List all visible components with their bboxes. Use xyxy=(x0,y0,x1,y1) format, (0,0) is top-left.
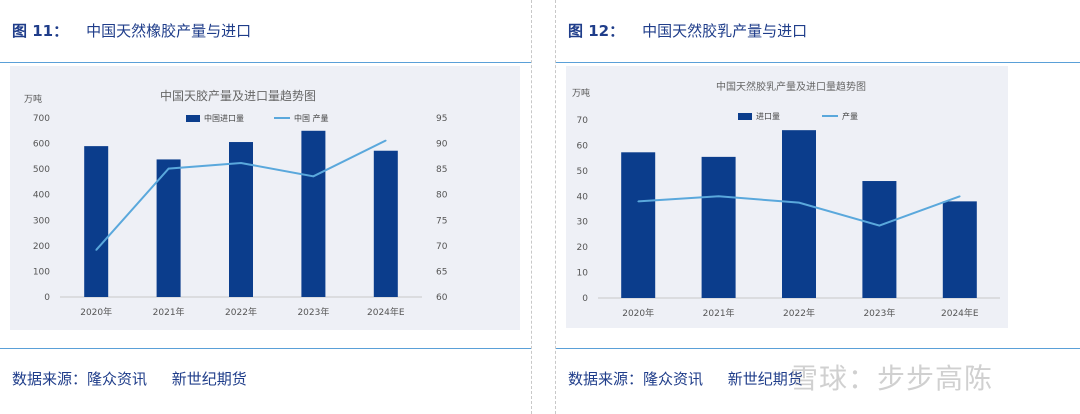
y-tick-label: 0 xyxy=(44,293,50,303)
x-tick-label: 2022年 xyxy=(783,307,815,319)
legend-label-line: 中国 产量 xyxy=(294,113,329,123)
y2-tick-label: 85 xyxy=(436,165,447,175)
x-tick-label: 2021年 xyxy=(153,306,185,318)
legend-label-line: 产量 xyxy=(842,111,858,121)
figure-number: 图 12： xyxy=(568,22,625,40)
source-divider xyxy=(0,348,531,349)
y-tick-label: 600 xyxy=(33,140,50,150)
y-tick-label: 10 xyxy=(577,269,589,279)
figure-title: 图 11： 中国天然橡胶产量与进口 xyxy=(12,20,251,41)
y-tick-label: 20 xyxy=(577,243,589,253)
source-note: 数据来源：隆众资讯 新世纪期货 xyxy=(568,368,807,389)
line-point xyxy=(798,201,800,204)
x-tick-label: 2023年 xyxy=(863,307,895,319)
legend-label-bar: 中国进口量 xyxy=(204,113,244,123)
y-tick-label: 300 xyxy=(33,216,50,226)
legend-label-bar: 进口量 xyxy=(756,112,780,121)
chart-area: 中国天然胶乳产量及进口量趋势图万吨进口量 产量 0 10 20 30 40 50 60 70 202… xyxy=(566,66,1008,328)
y-tick-label: 70 xyxy=(577,116,589,126)
bar xyxy=(373,150,398,297)
y-tick-label: 50 xyxy=(577,167,589,177)
bar xyxy=(156,159,181,297)
bar xyxy=(782,130,816,298)
x-tick-label: 2024年E xyxy=(941,307,979,319)
y2-tick-label: 70 xyxy=(436,242,448,252)
y-tick-label: 60 xyxy=(577,141,589,151)
line-point xyxy=(959,195,961,198)
chart-title: 中国天然胶乳产量及进口量趋势图 xyxy=(716,80,866,93)
line-point xyxy=(167,167,170,170)
legend-swatch-bar xyxy=(186,115,200,122)
y2-tick-label: 75 xyxy=(436,216,447,226)
watermark-text: 雪球：步步高陈 xyxy=(790,362,994,395)
source-org: 新世纪期货 xyxy=(727,370,803,388)
source-label: 数据来源：隆众资讯 xyxy=(12,370,148,388)
y2-tick-label: 80 xyxy=(436,191,448,201)
chart-area: 中国天胶产量及进口量趋势图 万吨中国进口量 中国 产量 0 100 200 300 400 50… xyxy=(10,66,520,330)
source-label: 数据来源：隆众资讯 xyxy=(568,370,704,388)
y-tick-label: 100 xyxy=(33,267,50,277)
line-point xyxy=(385,139,387,142)
line-point xyxy=(240,162,242,164)
unit-label: 万吨 xyxy=(572,87,590,99)
x-tick-label: 2021年 xyxy=(703,307,735,319)
line-point xyxy=(637,200,639,203)
line-point xyxy=(312,175,315,178)
x-tick-label: 2020年 xyxy=(622,307,654,319)
y2-tick-label: 95 xyxy=(436,114,447,124)
bar xyxy=(942,201,977,298)
bar xyxy=(301,130,326,297)
x-tick-label: 2020年 xyxy=(80,306,112,318)
y-tick-label: 700 xyxy=(33,114,50,124)
y-tick-label: 0 xyxy=(582,294,588,304)
y-tick-label: 500 xyxy=(33,165,50,175)
figure-caption: 中国天然橡胶产量与进口 xyxy=(86,22,252,40)
source-divider xyxy=(556,348,1080,349)
legend-swatch-bar xyxy=(738,113,752,120)
bar xyxy=(862,181,897,298)
x-tick-label: 2024年E xyxy=(367,306,405,318)
unit-label: 万吨 xyxy=(24,93,42,105)
y2-tick-label: 60 xyxy=(436,293,448,303)
title-divider xyxy=(556,62,1080,63)
figure-panel-right: 图 12： 中国天然胶乳产量与进口 中国天然胶乳产量及进口量趋势图万吨进口量 产量 0… xyxy=(556,0,1080,414)
bar xyxy=(701,156,736,298)
figure-title: 图 12： 中国天然胶乳产量与进口 xyxy=(568,20,807,41)
y-tick-label: 200 xyxy=(33,242,50,252)
y-tick-label: 40 xyxy=(577,192,589,202)
y-tick-label: 400 xyxy=(33,191,50,201)
y-tick-label: 30 xyxy=(577,218,589,228)
bar xyxy=(621,152,656,298)
figure-caption: 中国天然胶乳产量与进口 xyxy=(642,22,808,40)
x-tick-label: 2022年 xyxy=(225,306,257,318)
figure-number: 图 11： xyxy=(12,22,69,40)
x-tick-label: 2023年 xyxy=(297,306,329,318)
title-divider xyxy=(0,62,531,63)
source-note: 数据来源：隆众资讯 新世纪期货 xyxy=(12,368,251,389)
line-point xyxy=(95,249,97,251)
bar xyxy=(229,142,253,297)
line-point xyxy=(878,224,881,227)
chart-title: 中国天胶产量及进口量趋势图 xyxy=(160,88,316,103)
panel-divider xyxy=(531,0,556,414)
source-org: 新世纪期货 xyxy=(171,370,247,388)
y2-tick-label: 90 xyxy=(436,140,448,150)
figure-panel-left: 图 11： 中国天然橡胶产量与进口 中国天胶产量及进口量趋势图 万吨中国进口量 中国 … xyxy=(0,0,531,414)
bar xyxy=(84,146,109,297)
y2-tick-label: 65 xyxy=(436,267,447,277)
line-point xyxy=(717,195,720,198)
